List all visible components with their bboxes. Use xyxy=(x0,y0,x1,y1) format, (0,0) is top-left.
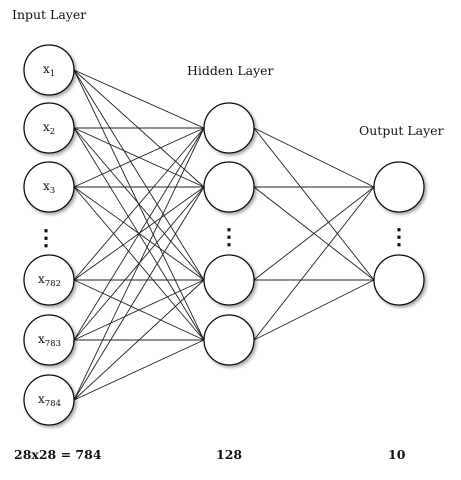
edge-input-5-hidden-3 xyxy=(73,339,205,401)
input-size-label: 28x28 = 784 xyxy=(14,447,102,462)
output-neuron xyxy=(373,161,425,213)
input-neuron-label: x3 xyxy=(43,179,55,196)
output-ellipsis: ⋮ xyxy=(388,224,410,250)
input-neuron-label: x1 xyxy=(43,62,55,79)
input-neuron-label: x783 xyxy=(38,332,61,349)
edge-hidden-0-output-0 xyxy=(253,127,375,188)
edge-hidden-0-output-1 xyxy=(253,127,375,281)
hidden-neuron xyxy=(203,102,255,154)
hidden-neuron xyxy=(203,254,255,306)
edge-hidden-3-output-0 xyxy=(253,186,375,341)
edge-input-0-hidden-1 xyxy=(73,69,205,188)
input-neuron xyxy=(23,254,75,306)
edge-input-4-hidden-0 xyxy=(73,127,205,341)
input-neuron xyxy=(23,314,75,366)
connection-lines xyxy=(73,69,375,401)
hidden-ellipsis: ⋮ xyxy=(218,224,240,250)
output-layer-title: Output Layer xyxy=(359,123,444,138)
input-neuron-label: x782 xyxy=(38,272,61,289)
input-neuron xyxy=(23,374,75,426)
edge-input-0-hidden-2 xyxy=(73,69,205,281)
output-neuron xyxy=(373,254,425,306)
edge-hidden-2-output-0 xyxy=(253,186,375,281)
edge-input-4-hidden-2 xyxy=(73,279,205,341)
edge-input-3-hidden-0 xyxy=(73,127,205,281)
input-neuron xyxy=(23,102,75,154)
edge-input-5-hidden-0 xyxy=(73,127,205,401)
edge-input-2-hidden-0 xyxy=(73,127,205,188)
hidden-layer-title: Hidden Layer xyxy=(187,63,274,78)
hidden-neuron xyxy=(203,314,255,366)
input-neuron-label: x2 xyxy=(43,120,55,137)
input-neuron-label: x784 xyxy=(38,392,61,409)
edge-input-5-hidden-1 xyxy=(73,186,205,401)
input-neuron xyxy=(23,161,75,213)
hidden-neuron xyxy=(203,161,255,213)
hidden-size-label: 128 xyxy=(216,447,242,462)
edge-hidden-3-output-1 xyxy=(253,279,375,341)
input-neuron xyxy=(23,44,75,96)
edge-input-0-hidden-0 xyxy=(73,69,205,129)
output-size-label: 10 xyxy=(388,447,406,462)
edge-input-5-hidden-2 xyxy=(73,279,205,401)
edge-input-0-hidden-3 xyxy=(73,69,205,341)
neuron-nodes: x1 x2 x3 x782 x783 x784 xyxy=(23,44,425,426)
input-ellipsis: ⋮ xyxy=(35,225,57,251)
input-layer-title: Input Layer xyxy=(12,7,86,22)
